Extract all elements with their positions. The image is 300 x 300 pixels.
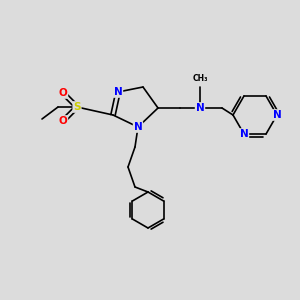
Text: N: N	[240, 129, 248, 139]
Text: N: N	[273, 110, 281, 120]
Text: N: N	[114, 87, 122, 97]
Text: N: N	[134, 122, 142, 132]
Text: O: O	[58, 88, 68, 98]
Text: CH₃: CH₃	[192, 74, 208, 83]
Text: O: O	[58, 116, 68, 126]
Text: S: S	[73, 102, 81, 112]
Text: N: N	[196, 103, 204, 113]
